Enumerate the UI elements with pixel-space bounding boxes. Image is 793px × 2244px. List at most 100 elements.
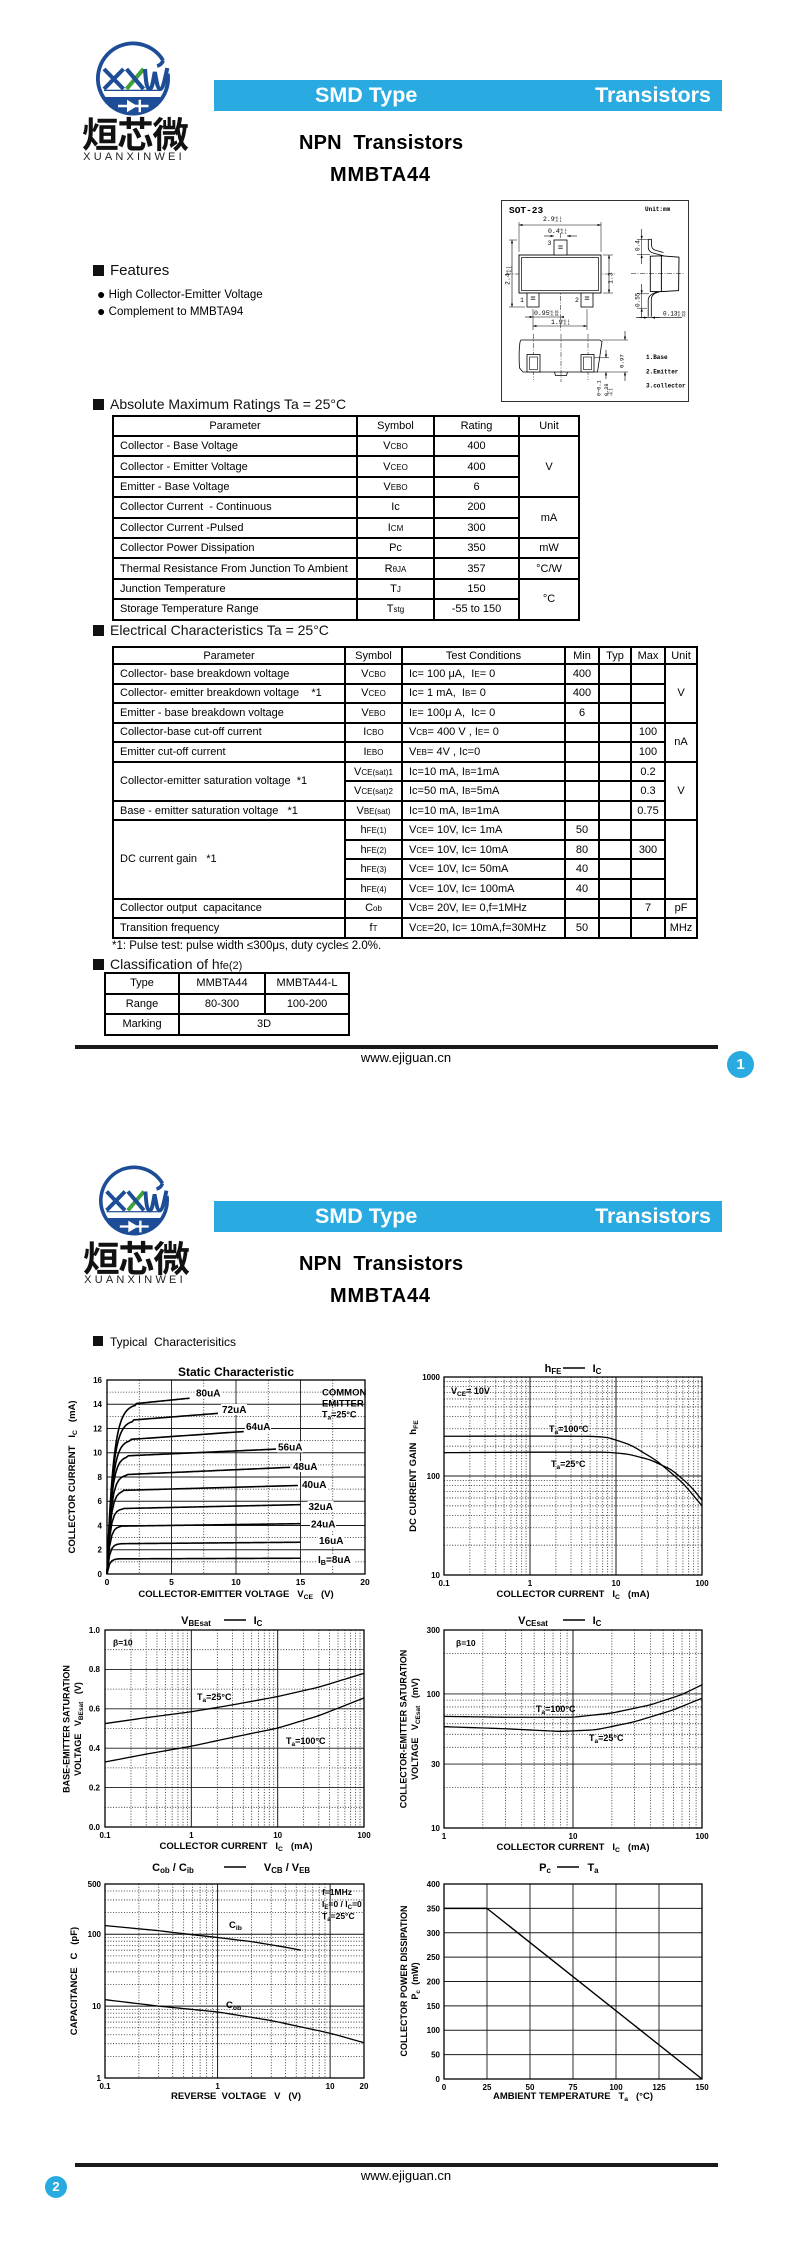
svg-text:hFE: hFE xyxy=(545,1363,562,1376)
svg-text:Ta =100°C: Ta =100°C xyxy=(549,1424,589,1436)
svg-text:64uA: 64uA xyxy=(246,1422,270,1433)
svg-text:2: 2 xyxy=(575,297,579,304)
svg-text:0.38: 0.38 xyxy=(604,384,610,396)
svg-text:Cib: Cib xyxy=(229,1920,242,1932)
svg-text:+0.05: +0.05 xyxy=(549,310,559,314)
svg-text:COLLECTOR POWER DISSIPATION: COLLECTOR POWER DISSIPATION xyxy=(399,1905,409,2056)
svg-text:-0.1: -0.1 xyxy=(559,231,567,235)
svg-text:-0.1: -0.1 xyxy=(554,219,562,223)
svg-text:10: 10 xyxy=(431,1824,440,1833)
svg-text:50: 50 xyxy=(526,2083,535,2092)
svg-text:Pc (mW): Pc (mW) xyxy=(410,1962,422,1999)
svg-text:0.13: 0.13 xyxy=(663,311,678,318)
svg-text:Cob / Cib: Cob / Cib xyxy=(152,1862,194,1875)
svg-text:2.9: 2.9 xyxy=(543,216,555,223)
svg-text:10: 10 xyxy=(326,2082,335,2091)
svg-text:1: 1 xyxy=(215,2082,220,2091)
svg-text:+0.1: +0.1 xyxy=(610,388,614,396)
svg-text:VOLTAGE VBEsat (V): VOLTAGE VBEsat (V) xyxy=(73,1682,85,1776)
svg-text:0.4: 0.4 xyxy=(635,240,642,251)
svg-text:AMBIENT TEMPERATURE Ta (°: AMBIENT TEMPERATURE Ta (°C) xyxy=(493,2091,653,2103)
svg-text:0~0.1: 0~0.1 xyxy=(597,380,603,396)
svg-text:200: 200 xyxy=(427,1978,441,1987)
svg-text:100: 100 xyxy=(609,2083,623,2092)
svg-text:400: 400 xyxy=(427,1880,441,1889)
svg-text:Ta =25°C: Ta =25°C xyxy=(322,1410,357,1422)
svg-text:16uA: 16uA xyxy=(319,1536,343,1547)
svg-text:Ta =100°C: Ta =100°C xyxy=(286,1736,326,1748)
svg-text:+0.1: +0.1 xyxy=(505,266,509,274)
svg-text:350: 350 xyxy=(427,1904,441,1913)
svg-text:0: 0 xyxy=(98,1570,103,1579)
svg-text:56uA: 56uA xyxy=(278,1443,302,1454)
svg-text:24uA: 24uA xyxy=(311,1520,335,1531)
svg-text:0.6: 0.6 xyxy=(89,1705,101,1714)
svg-text:1: 1 xyxy=(520,297,524,304)
svg-text:1.0: 1.0 xyxy=(89,1626,101,1635)
svg-text:100: 100 xyxy=(695,1832,709,1841)
svg-text:Ta =25°C: Ta =25°C xyxy=(589,1733,624,1745)
svg-text:0.0: 0.0 xyxy=(89,1823,101,1832)
svg-text:1: 1 xyxy=(442,1832,447,1841)
svg-text:20: 20 xyxy=(360,2082,369,2091)
svg-text:0.55: 0.55 xyxy=(635,292,642,307)
svg-text:100: 100 xyxy=(427,1690,441,1699)
svg-text:DC CURRENT GAIN hFE: DC CURRENT GAIN hFE xyxy=(408,1420,420,1532)
svg-text:EMITTER: EMITTER xyxy=(322,1399,364,1410)
svg-text:-0.1: -0.1 xyxy=(562,322,570,326)
svg-text:-0.02: -0.02 xyxy=(676,314,686,318)
svg-text:72uA: 72uA xyxy=(222,1405,246,1416)
svg-text:IC: IC xyxy=(254,1615,263,1628)
svg-text:+0.1: +0.1 xyxy=(554,216,562,220)
svg-text:250: 250 xyxy=(427,1953,441,1962)
svg-text:0: 0 xyxy=(105,1577,110,1587)
svg-text:Unit:mm: Unit:mm xyxy=(645,206,671,213)
svg-text:BASE-EMITTER SATURATION: BASE-EMITTER SATURATION xyxy=(62,1665,72,1793)
svg-text:Ta =25°C: Ta =25°C xyxy=(197,1692,232,1704)
svg-text:3.collector: 3.collector xyxy=(646,383,686,390)
svg-text:20: 20 xyxy=(360,1577,370,1587)
svg-text:β=10: β=10 xyxy=(456,1638,476,1648)
svg-text:Ta =25°C: Ta =25°C xyxy=(322,1911,355,1923)
svg-text:0.1: 0.1 xyxy=(99,2082,111,2091)
svg-text:125: 125 xyxy=(652,2083,666,2092)
svg-text:0.8: 0.8 xyxy=(89,1665,101,1674)
svg-text:β=10: β=10 xyxy=(113,1638,133,1648)
svg-text:10: 10 xyxy=(569,1832,578,1841)
svg-text:VCB / VEB: VCB / VEB xyxy=(264,1862,311,1875)
svg-text:10: 10 xyxy=(431,1571,440,1580)
svg-text:-0.1: -0.1 xyxy=(509,266,513,274)
svg-text:6: 6 xyxy=(98,1497,103,1506)
svg-text:100: 100 xyxy=(427,1472,441,1481)
svg-text:COMMON: COMMON xyxy=(322,1388,366,1399)
svg-text:1: 1 xyxy=(189,1831,194,1840)
svg-text:+0.05: +0.05 xyxy=(676,310,686,314)
svg-text:COLLECTOR CURRENT IC (mA): COLLECTOR CURRENT IC (mA) xyxy=(496,1589,649,1601)
svg-text:75: 75 xyxy=(569,2083,578,2092)
svg-text:COLLECTOR CURRENT IC (mA): COLLECTOR CURRENT IC (mA) xyxy=(67,1400,79,1553)
svg-text:8: 8 xyxy=(98,1473,103,1482)
svg-text:300: 300 xyxy=(427,1929,441,1938)
svg-text:12: 12 xyxy=(93,1424,102,1433)
svg-text:1.3: 1.3 xyxy=(608,272,615,284)
svg-text:25: 25 xyxy=(483,2083,492,2092)
svg-text:4: 4 xyxy=(98,1521,103,1530)
svg-text:IB =8uA: IB =8uA xyxy=(318,1555,351,1567)
svg-text:100: 100 xyxy=(88,1930,102,1939)
svg-text:SOT-23: SOT-23 xyxy=(509,205,544,216)
svg-text:100: 100 xyxy=(695,1579,709,1588)
svg-text:Static Characteristic: Static Characteristic xyxy=(178,1365,294,1379)
svg-text:IE =0 / IC =0: IE =0 / IC =0 xyxy=(322,1899,362,1911)
svg-text:Pc: Pc xyxy=(539,1862,551,1875)
svg-text:0.1: 0.1 xyxy=(99,1831,111,1840)
svg-text:Cob: Cob xyxy=(226,2000,241,2012)
svg-text:50: 50 xyxy=(431,2051,440,2060)
svg-text:32uA: 32uA xyxy=(309,1502,333,1513)
svg-text:0.97: 0.97 xyxy=(619,354,626,368)
svg-text:0.2: 0.2 xyxy=(89,1783,101,1792)
svg-text:0: 0 xyxy=(442,2083,447,2092)
svg-text:2.4: 2.4 xyxy=(505,273,512,285)
svg-text:80uA: 80uA xyxy=(196,1389,220,1400)
svg-text:0.1: 0.1 xyxy=(438,1579,450,1588)
svg-text:10: 10 xyxy=(273,1831,282,1840)
